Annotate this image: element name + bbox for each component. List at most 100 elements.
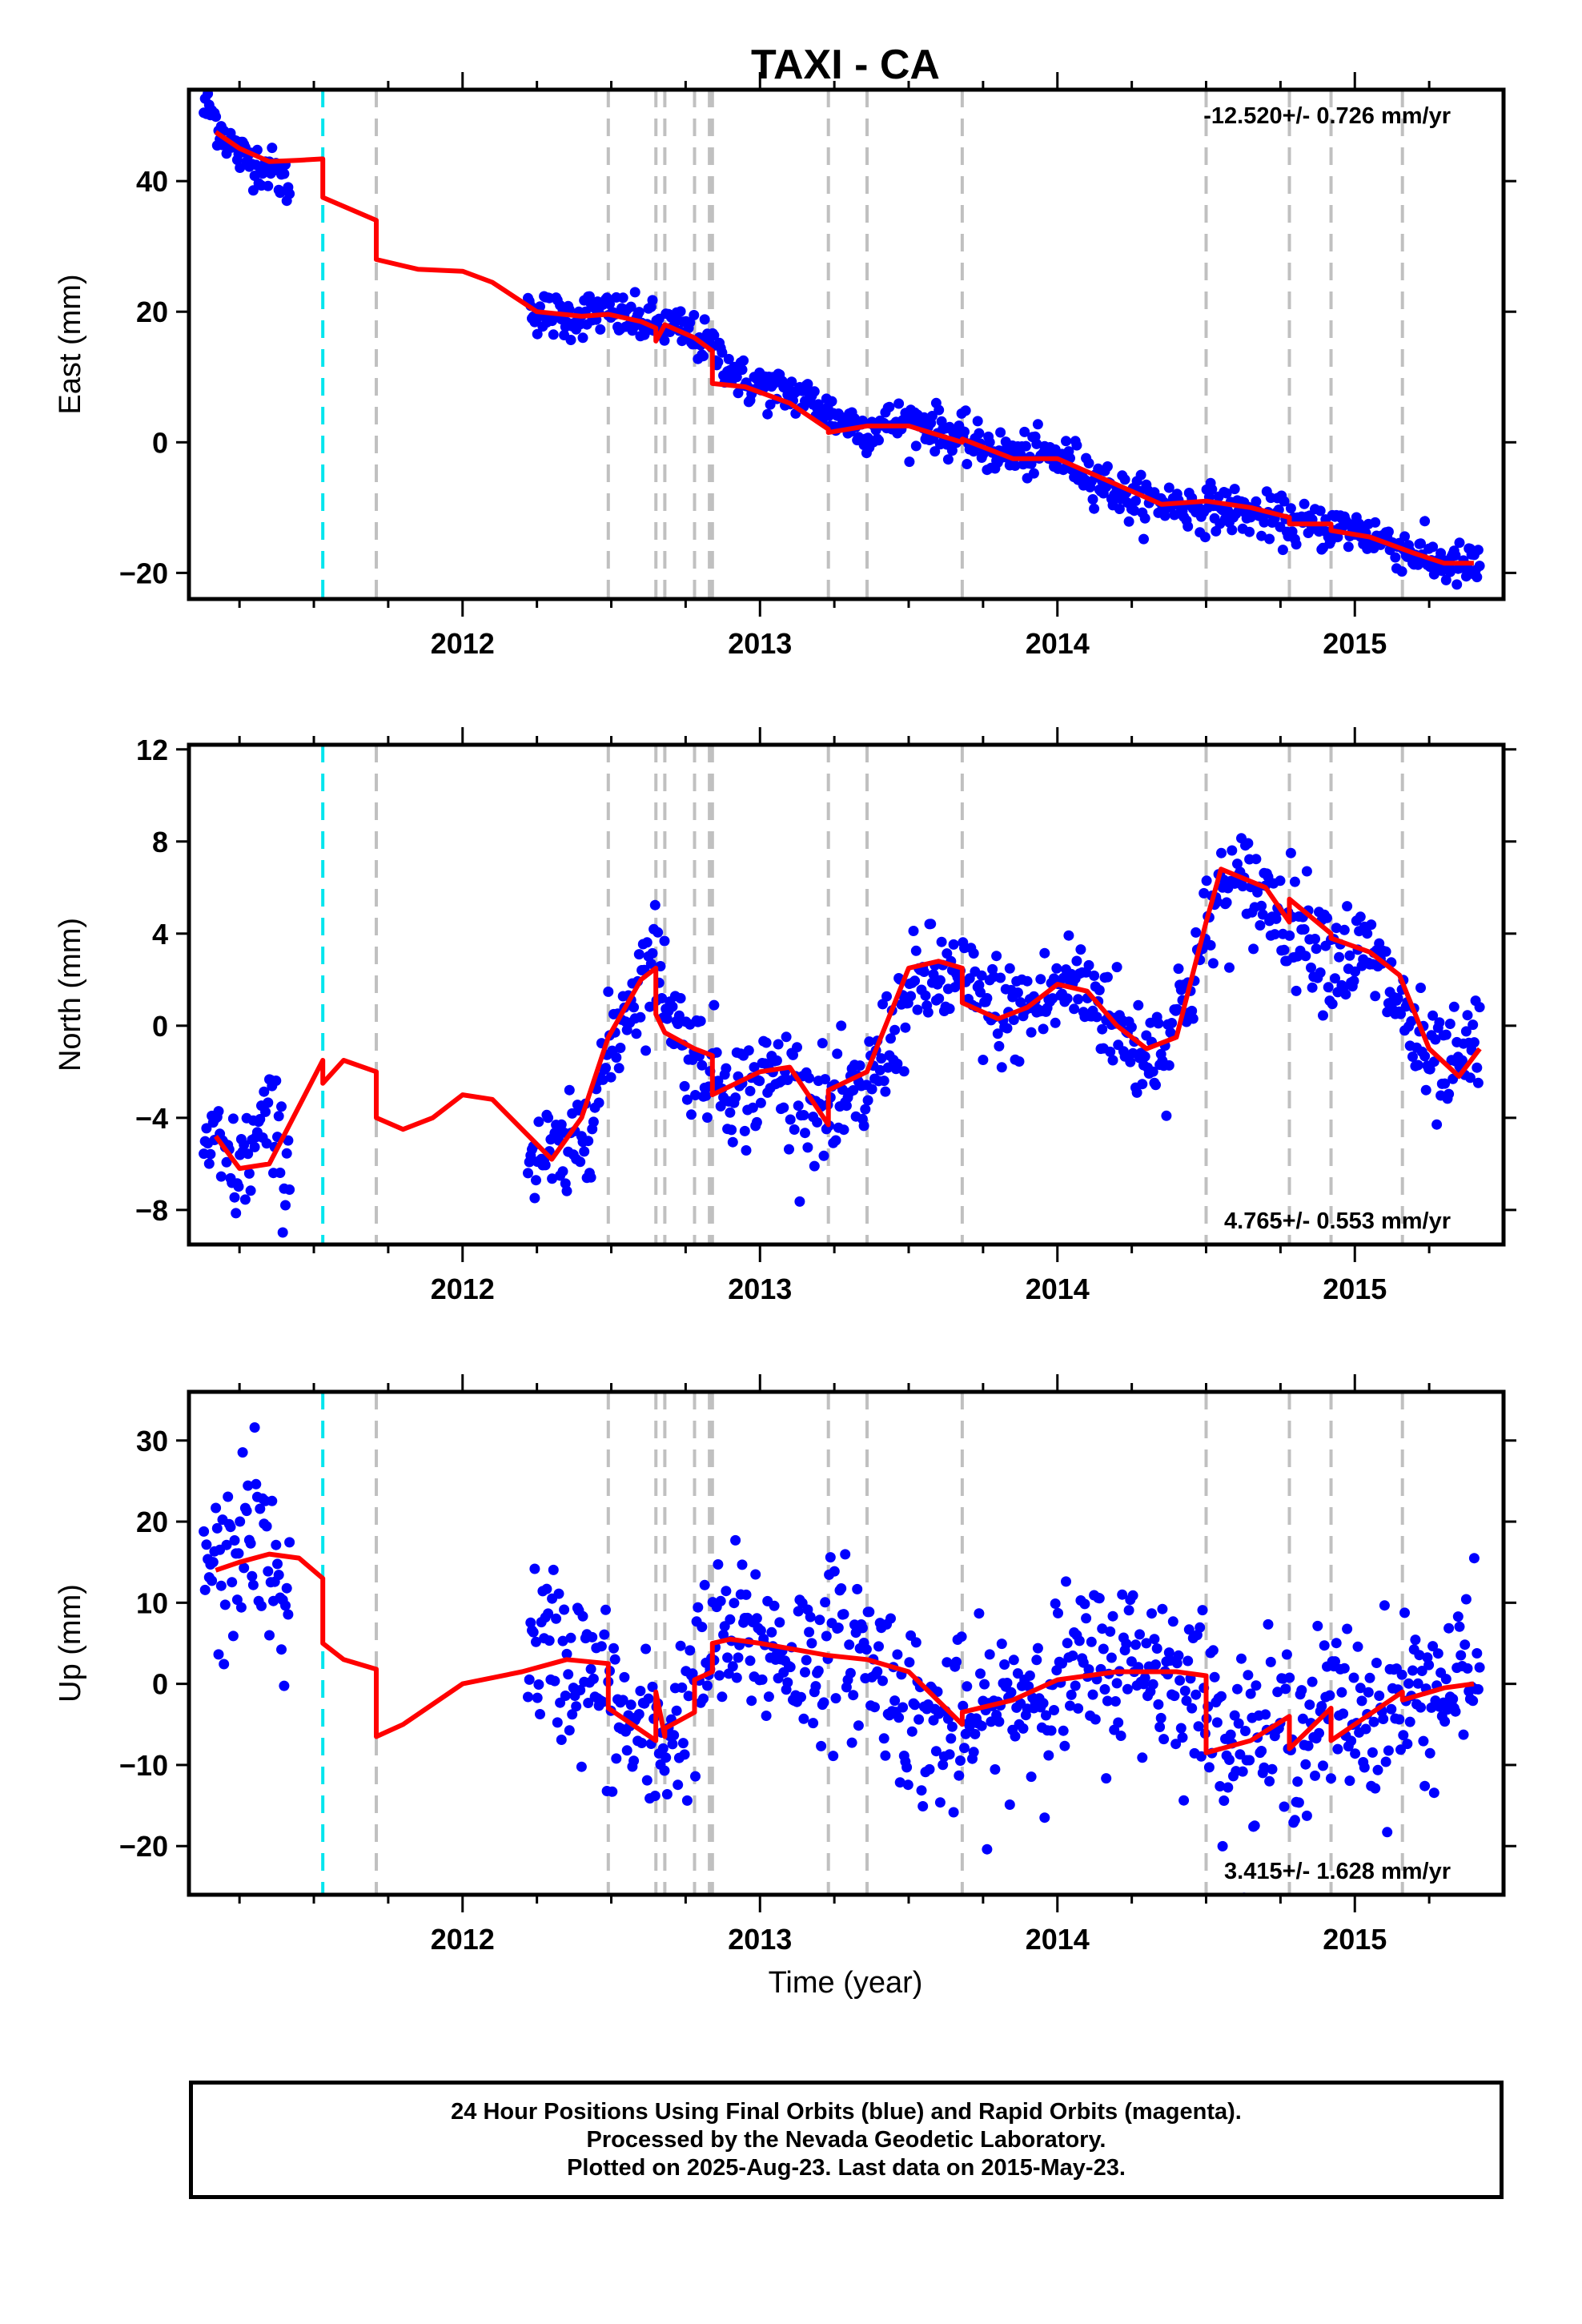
data-point [640, 1643, 652, 1655]
data-point [922, 1007, 934, 1018]
data-point [1087, 494, 1098, 505]
data-point [1452, 1611, 1464, 1622]
data-point [625, 301, 636, 312]
data-point [628, 1002, 640, 1013]
data-point [1396, 1669, 1407, 1680]
data-point [1371, 1658, 1382, 1668]
data-point [203, 1158, 215, 1169]
data-point [1310, 1770, 1320, 1781]
data-point [1028, 468, 1039, 479]
data-point [533, 1116, 544, 1128]
data-point [1322, 912, 1332, 923]
data-point [1383, 526, 1394, 537]
data-point [1472, 1648, 1483, 1659]
data-point [1018, 1723, 1029, 1734]
data-point [796, 1691, 806, 1703]
data-point [673, 1010, 685, 1021]
data-point [689, 310, 700, 320]
data-point [1139, 1051, 1150, 1062]
data-point [235, 163, 246, 173]
data-point [673, 1019, 684, 1029]
data-point [1209, 1671, 1220, 1683]
data-point [806, 1638, 817, 1649]
data-point [1265, 1656, 1276, 1667]
data-point [219, 1659, 230, 1670]
data-point [1050, 1017, 1061, 1028]
data-point [1395, 1008, 1406, 1019]
data-point [798, 1713, 809, 1724]
data-point [597, 1696, 608, 1707]
data-point [1332, 532, 1343, 543]
data-point [1447, 1694, 1459, 1704]
data-point [1219, 1795, 1230, 1806]
data-point [930, 1746, 942, 1757]
data-point [1110, 1696, 1121, 1707]
data-point [1195, 1622, 1206, 1633]
data-point [1382, 1827, 1393, 1838]
data-point [750, 1569, 761, 1580]
data-point [1368, 1716, 1379, 1727]
data-point [1019, 426, 1030, 437]
data-point [1135, 469, 1146, 480]
data-point [733, 388, 744, 399]
data-point [1244, 526, 1255, 537]
data-point [1127, 1590, 1138, 1601]
data-point [934, 993, 945, 1004]
data-point [913, 1714, 925, 1725]
data-point [1434, 1017, 1445, 1028]
data-point [219, 1599, 231, 1610]
data-point [857, 415, 868, 426]
data-point [1049, 1705, 1059, 1715]
data-point [1207, 958, 1219, 969]
data-point [737, 1559, 748, 1570]
data-point [788, 1049, 798, 1060]
data-point [1012, 1668, 1023, 1679]
data-point [948, 939, 959, 950]
data-point [1046, 1725, 1057, 1736]
data-point [231, 1208, 242, 1219]
data-point [1306, 962, 1316, 973]
data-point [1051, 963, 1062, 974]
data-point [1183, 1624, 1195, 1635]
data-point [1038, 1023, 1049, 1035]
data-point [912, 1004, 923, 1015]
data-point [548, 329, 559, 340]
data-point [561, 1648, 572, 1659]
data-point [755, 1625, 766, 1636]
data-point [1423, 1659, 1435, 1671]
data-point [1125, 1056, 1136, 1068]
data-point [1412, 1059, 1423, 1071]
data-point [1460, 1639, 1471, 1651]
data-point [1318, 1760, 1328, 1771]
data-point [243, 1480, 254, 1491]
data-point [1175, 1723, 1186, 1734]
data-point [563, 1669, 574, 1680]
x-tick-label: 2012 [431, 627, 495, 660]
data-point [1359, 1762, 1370, 1773]
data-point [659, 935, 670, 947]
data-point [845, 1667, 856, 1679]
data-point [960, 405, 971, 416]
data-point [1139, 513, 1150, 524]
data-point [722, 1652, 733, 1663]
data-point [893, 398, 905, 409]
data-point [820, 1074, 831, 1085]
data-point [1169, 1691, 1180, 1702]
data-point [1227, 525, 1238, 536]
data-point [826, 396, 837, 407]
data-point [737, 364, 748, 376]
data-point [225, 1522, 236, 1533]
data-point [683, 1691, 694, 1702]
data-point [995, 427, 1006, 438]
data-point [1474, 1662, 1485, 1673]
data-point [656, 993, 668, 1003]
data-point [1472, 572, 1483, 583]
data-point [611, 1753, 622, 1764]
data-point [995, 972, 1006, 983]
data-point [771, 1055, 782, 1066]
data-point [211, 111, 222, 123]
data-point [786, 376, 797, 388]
data-point [866, 1084, 877, 1095]
data-point [813, 1665, 824, 1676]
data-point [1271, 913, 1282, 924]
